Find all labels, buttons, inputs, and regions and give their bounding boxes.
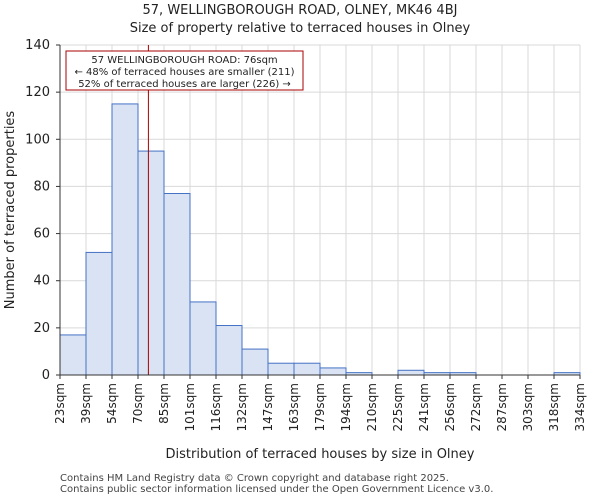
bar-39sqm (85, 251, 113, 376)
annotation-line-3: 52% of terraced houses are larger (226) … (78, 79, 291, 90)
y-tick-label: 120 (25, 85, 50, 100)
footer-line-1: Contains HM Land Registry data © Crown c… (60, 473, 449, 484)
x-tick-label: 241sqm (417, 383, 431, 431)
bar-85sqm (163, 193, 191, 376)
y-ticks: 0 20 40 60 80 100 120 140 (25, 38, 60, 383)
y-tick-label: 0 (42, 368, 50, 383)
x-tick-label: 287sqm (495, 383, 509, 431)
x-tick-label: 23sqm (53, 383, 67, 424)
footer-line-2: Contains public sector information licen… (60, 484, 494, 495)
x-tick-label: 303sqm (521, 383, 535, 431)
bar-54sqm (111, 103, 139, 376)
x-tick-label: 147sqm (261, 383, 275, 431)
x-tick-label: 210sqm (365, 383, 379, 431)
x-tick-label: 256sqm (443, 383, 457, 431)
x-axis-label: Distribution of terraced houses by size … (166, 447, 475, 462)
bar-70sqm (137, 150, 165, 376)
y-tick-label: 140 (25, 38, 50, 53)
chart-subtitle: Size of property relative to terraced ho… (129, 21, 471, 36)
x-tick-label: 179sqm (313, 383, 327, 431)
y-tick-label: 100 (25, 132, 50, 147)
x-tick-label: 70sqm (131, 383, 145, 424)
x-tick-label: 318sqm (547, 383, 561, 431)
histogram-chart: 0 20 40 60 80 100 120 140 23sqm 39sqm 54sqm 70sqm 8… (3, 38, 587, 462)
x-tick-label: 101sqm (183, 383, 197, 431)
x-tick-label: 272sqm (469, 383, 483, 431)
annotation-box: 57 WELLINGBOROUGH ROAD: 76sqm ← 48% of t… (65, 50, 304, 91)
x-tick-label: 39sqm (79, 383, 93, 424)
x-tick-label: 334sqm (573, 383, 587, 431)
x-tick-label: 194sqm (339, 383, 353, 431)
x-ticks: 23sqm 39sqm 54sqm 70sqm 85sqm 101sqm 116sqm 132… (53, 375, 587, 431)
annotation-line-2: ← 48% of terraced houses are smaller (21… (74, 67, 294, 78)
bar-116sqm (215, 325, 243, 376)
bar-23sqm (59, 334, 87, 376)
bar-225sqm (397, 369, 425, 376)
y-tick-label: 60 (33, 227, 50, 242)
y-axis-label: Number of terraced properties (3, 111, 18, 310)
bar-132sqm (241, 348, 269, 376)
bar-101sqm (189, 301, 217, 376)
y-tick-label: 40 (33, 274, 50, 289)
chart-title: 57, WELLINGBOROUGH ROAD, OLNEY, MK46 4BJ (142, 3, 458, 18)
bar-163sqm (293, 362, 321, 376)
bar-147sqm (267, 362, 295, 376)
x-tick-label: 225sqm (391, 383, 405, 431)
y-tick-label: 80 (33, 179, 50, 194)
y-tick-label: 20 (33, 321, 50, 336)
bar-179sqm (319, 367, 347, 376)
bars (59, 103, 581, 376)
x-tick-label: 116sqm (209, 383, 223, 431)
x-tick-label: 85sqm (157, 383, 171, 424)
annotation-line-1: 57 WELLINGBOROUGH ROAD: 76sqm (91, 55, 277, 66)
x-tick-label: 54sqm (105, 383, 119, 424)
x-tick-label: 163sqm (287, 383, 301, 431)
x-tick-label: 132sqm (235, 383, 249, 431)
